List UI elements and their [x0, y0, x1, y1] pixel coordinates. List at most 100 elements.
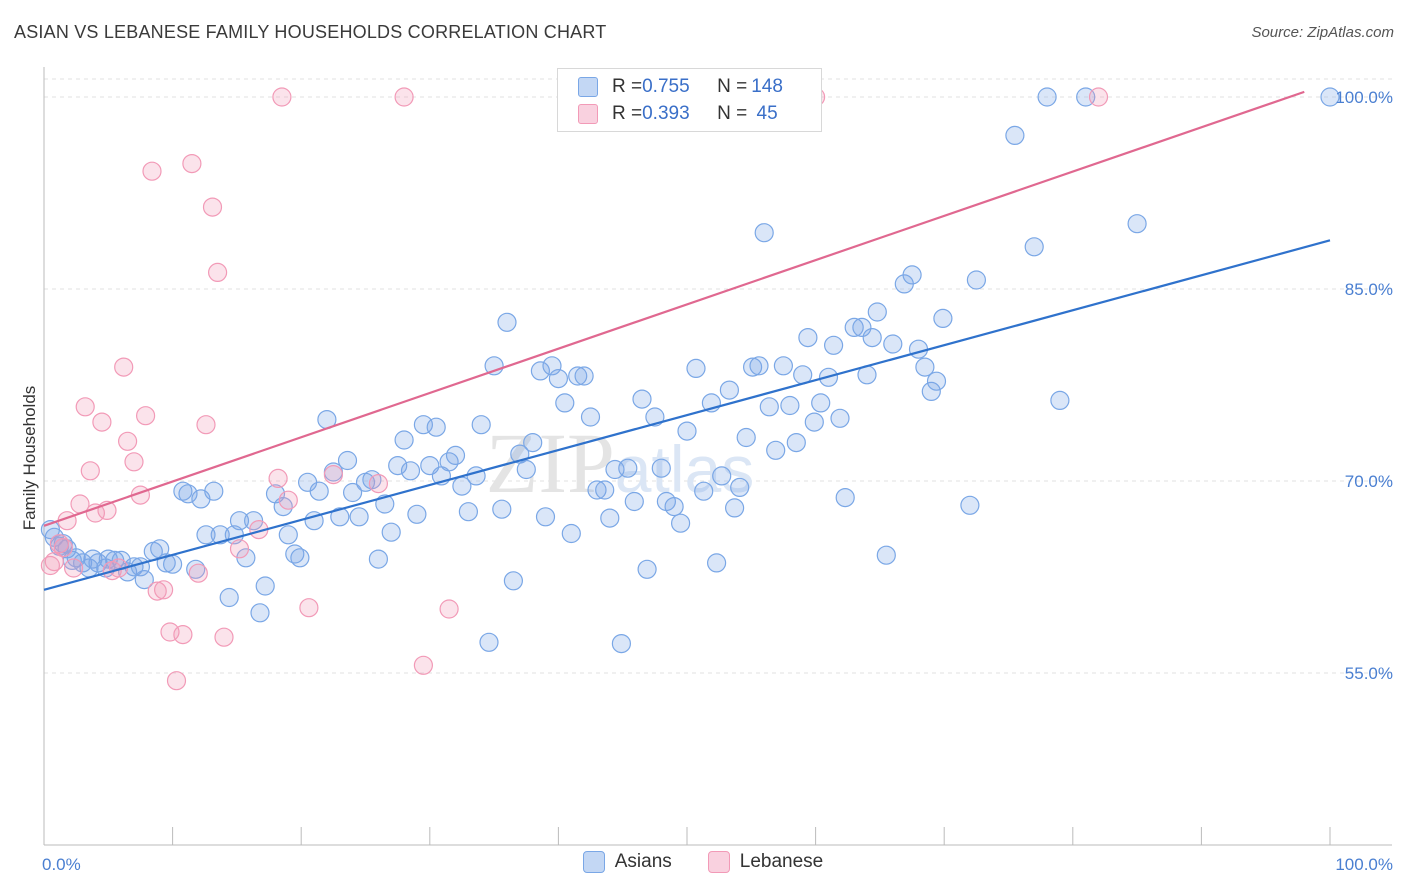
asians-point-77	[523, 433, 543, 453]
asians-point-30	[219, 587, 239, 608]
lebanese-point-44	[1088, 87, 1109, 107]
asians-point-117	[780, 395, 800, 416]
asians-point-23	[173, 481, 193, 501]
asians-point-91	[611, 633, 632, 654]
asians-point-47	[330, 507, 350, 527]
lebanese-point-34	[272, 87, 292, 107]
n-label: N =	[717, 76, 748, 97]
y-tick-label-1: 70.0%	[1345, 472, 1393, 491]
asians-point-149	[1320, 87, 1340, 107]
asians-point-115	[766, 440, 786, 460]
axes	[43, 67, 1392, 846]
asians-point-59	[407, 504, 427, 524]
lebanese-point-8	[80, 461, 100, 481]
series-legend: Asians Lebanese	[0, 851, 1406, 873]
asians-point-56	[388, 456, 408, 476]
lebanese-point-1	[44, 551, 64, 572]
asians-point-95	[637, 559, 657, 579]
asians-point-83	[561, 523, 581, 544]
legend-item-asians[interactable]: Asians	[582, 851, 672, 873]
asians-point-81	[548, 369, 569, 389]
asians-point-130	[862, 328, 882, 348]
lebanese-point-25	[182, 154, 202, 174]
asians-point-85	[574, 366, 594, 386]
asians-point-99	[664, 497, 684, 517]
asians-point-65	[445, 445, 466, 465]
asians-point-108	[724, 498, 745, 518]
lebanese-point-23	[166, 671, 187, 691]
lebanese-point-38	[368, 474, 388, 494]
lebanese-point-15	[117, 431, 138, 451]
asians-point-84	[568, 366, 588, 386]
asians-point-140	[933, 308, 953, 328]
asians-point-122	[811, 393, 831, 413]
asians-point-141	[960, 495, 980, 515]
asians-point-135	[902, 265, 922, 285]
legend-swatch-lebanese	[707, 851, 730, 873]
legend-label-asians: Asians	[614, 851, 672, 872]
asians-point-110	[736, 427, 756, 448]
asians-point-88	[595, 480, 615, 500]
lebanese-point-21	[154, 580, 174, 600]
asians-point-29	[210, 525, 230, 545]
lebanese-point-24	[173, 624, 193, 645]
asians-point-138	[921, 381, 941, 401]
lebanese-point-3	[53, 537, 73, 558]
asians-point-72	[492, 499, 512, 519]
asians-point-97	[651, 458, 671, 478]
y-tick-label-3: 100.0%	[1335, 88, 1393, 107]
asians-trend-line	[43, 239, 1331, 591]
asians-point-120	[798, 328, 818, 348]
lebanese-point-5	[63, 558, 84, 578]
asians-point-114	[759, 397, 779, 417]
asians-point-124	[823, 335, 844, 355]
lebanese-point-29	[208, 262, 228, 282]
lebanese-point-30	[214, 627, 234, 647]
y-tick-label-2: 85.0%	[1345, 280, 1393, 299]
asians-point-58	[400, 461, 421, 481]
lebanese-point-36	[299, 598, 319, 618]
asians-point-48	[337, 450, 358, 471]
legend-item-lebanese[interactable]: Lebanese	[707, 851, 824, 873]
asians-point-105	[706, 553, 727, 573]
asians-point-148	[1127, 214, 1147, 234]
asians-point-109	[730, 477, 750, 497]
asians-point-36	[255, 576, 275, 596]
asians-point-49	[343, 482, 363, 503]
asians-point-144	[1024, 237, 1044, 257]
lebanese-point-40	[413, 655, 433, 675]
legend-label-lebanese: Lebanese	[739, 851, 824, 872]
asians-point-121	[804, 412, 824, 432]
asians-point-44	[309, 481, 329, 501]
asians-point-142	[966, 270, 987, 290]
lebanese-point-14	[114, 357, 134, 377]
asians-point-89	[600, 508, 620, 528]
asians-point-73	[497, 312, 517, 332]
asians-point-145	[1037, 87, 1057, 107]
asians-point-53	[368, 549, 388, 569]
asians-point-35	[250, 603, 270, 623]
asians-point-92	[618, 458, 638, 478]
lebanese-point-19	[142, 161, 162, 181]
lebanese-point-18	[136, 406, 156, 426]
asians-point-22	[163, 554, 183, 574]
asians-point-118	[786, 433, 806, 453]
legend-row-asians: R = 0.755 N = 148	[578, 74, 783, 100]
asians-point-78	[530, 361, 551, 381]
asians-point-137	[915, 357, 935, 377]
source-label: Source: ZipAtlas.com	[1251, 24, 1394, 41]
x-tick-label-1: 100.0%	[1335, 855, 1393, 874]
r-value: 0.393	[642, 103, 690, 124]
asians-point-55	[381, 522, 401, 542]
legend-swatch-asians	[578, 77, 598, 97]
asians-point-57	[394, 430, 414, 450]
asians-point-34	[244, 511, 264, 531]
asians-point-133	[883, 334, 903, 354]
asians-point-94	[632, 389, 652, 409]
x-tick-label-0: 0.0%	[42, 855, 81, 874]
asians-point-70	[479, 632, 499, 652]
asians-point-87	[587, 480, 607, 500]
asians-point-136	[908, 339, 929, 359]
lebanese-point-33	[268, 468, 288, 488]
